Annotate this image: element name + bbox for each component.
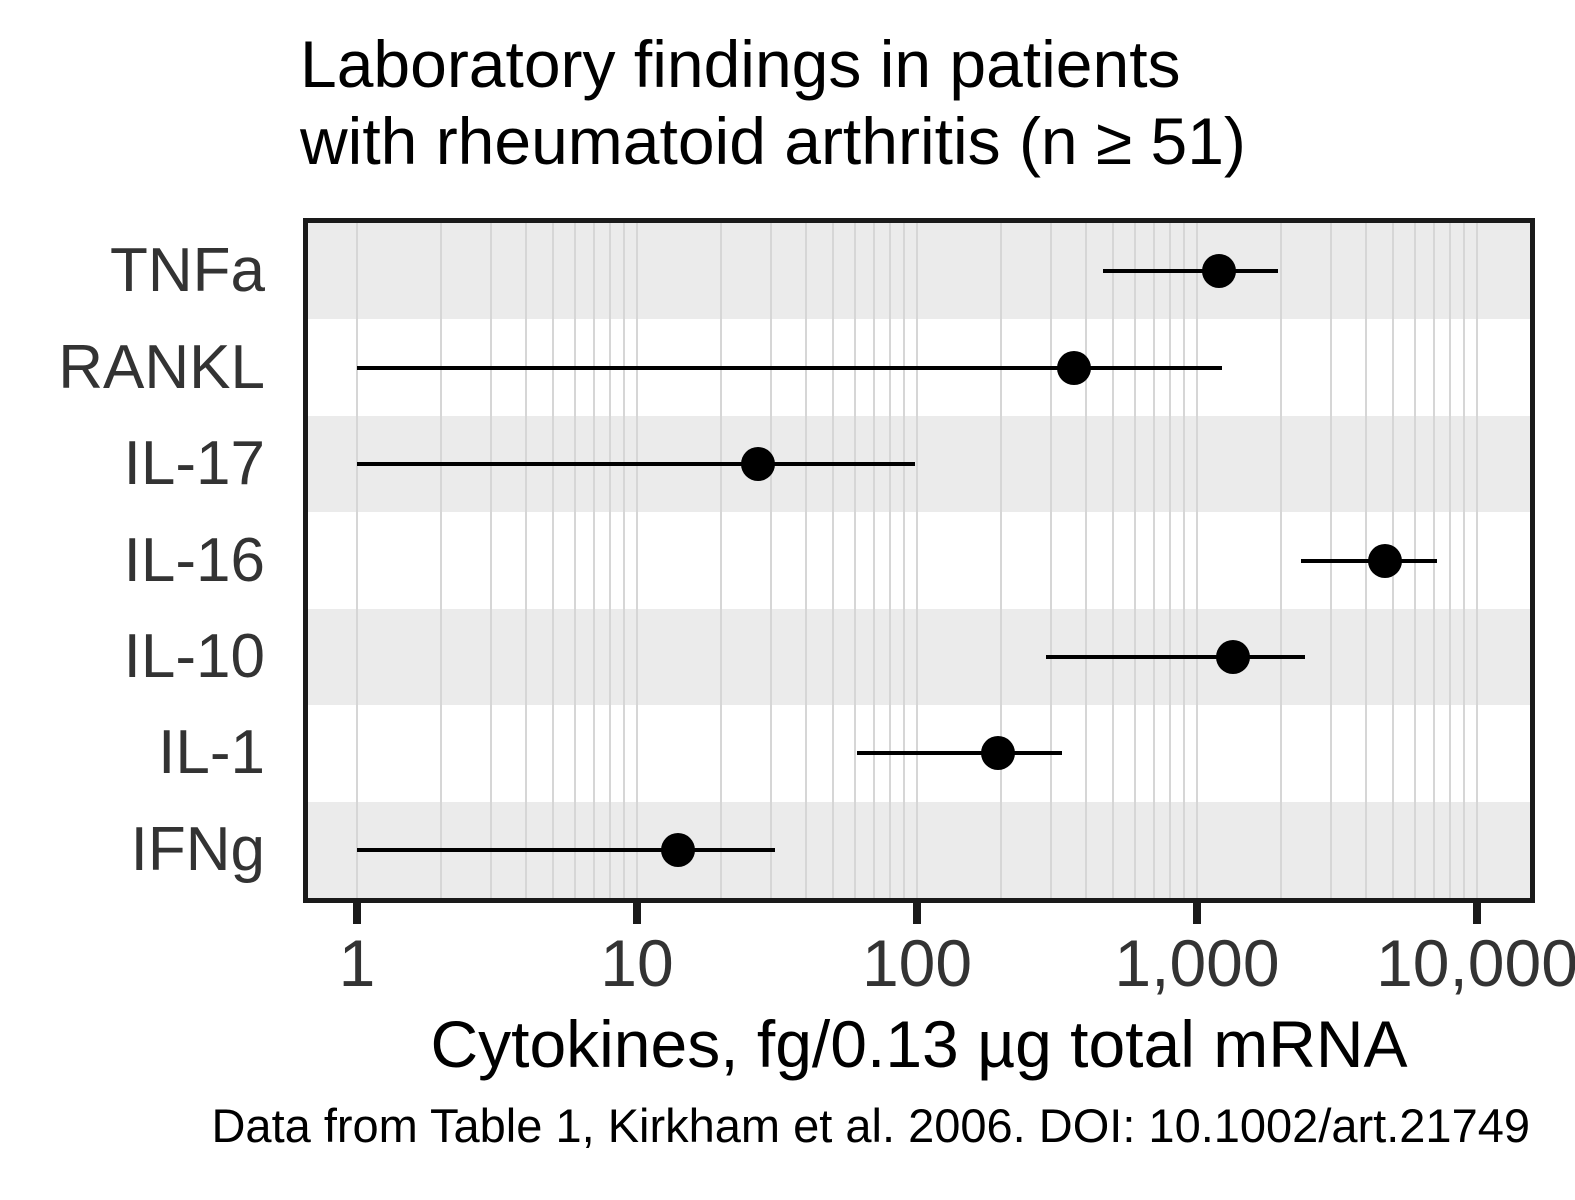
grid-line — [608, 223, 611, 898]
y-axis-label: RANKL — [58, 332, 265, 402]
y-axis-label: IL-1 — [158, 718, 265, 788]
x-tick — [633, 903, 641, 924]
grid-line — [888, 223, 891, 898]
grid-line — [592, 223, 595, 898]
grid-line — [440, 223, 443, 898]
data-point — [740, 447, 775, 482]
row-stripe — [308, 223, 1530, 320]
grid-line — [720, 223, 723, 898]
x-tick — [353, 903, 361, 924]
data-point — [1057, 350, 1092, 385]
grid-line — [831, 223, 834, 898]
y-axis-label: IL-10 — [123, 621, 265, 691]
error-bar — [1102, 269, 1279, 274]
grid-line — [1133, 223, 1136, 898]
title-line-1: Laboratory findings in patients — [300, 27, 1181, 101]
error-bar — [357, 462, 915, 467]
plot-area — [308, 223, 1530, 898]
grid-line — [489, 223, 492, 898]
grid-line — [1280, 223, 1283, 898]
x-tick — [1193, 903, 1201, 924]
error-bar — [1046, 654, 1305, 659]
grid-line — [903, 223, 906, 898]
grid-line — [916, 223, 918, 898]
grid-line — [1196, 223, 1198, 898]
x-tick — [913, 903, 921, 924]
data-point — [660, 832, 695, 867]
grid-line — [1049, 223, 1052, 898]
x-tick-label: 1,000 — [1114, 926, 1280, 1000]
x-tick-label: 10 — [600, 926, 674, 1000]
grid-line — [872, 223, 875, 898]
error-bar — [357, 365, 1223, 370]
chart-caption: Data from Table 1, Kirkham et al. 2006. … — [211, 1099, 1530, 1152]
grid-line — [1152, 223, 1155, 898]
error-bar — [357, 847, 775, 852]
x-tick-label: 1 — [338, 926, 376, 1000]
grid-line — [1448, 223, 1451, 898]
grid-line — [623, 223, 626, 898]
grid-line — [1463, 223, 1466, 898]
chart-panel — [303, 218, 1535, 903]
grid-line — [1111, 223, 1114, 898]
error-bar — [856, 751, 1063, 756]
title-line-2: with rheumatoid arthritis (n ≥ 51) — [300, 104, 1246, 178]
grid-line — [804, 223, 807, 898]
grid-line — [769, 223, 772, 898]
x-tick — [1473, 903, 1481, 924]
row-stripe — [308, 608, 1530, 706]
y-axis-labels: TNFa RANKL IL-17 IL-16 IL-10 IL-1 IFNg — [0, 0, 265, 1200]
grid-line — [1084, 223, 1087, 898]
x-axis-title: Cytokines, fg/0.13 µg total mRNA — [430, 1007, 1408, 1081]
grid-line — [356, 223, 358, 898]
x-tick-label: 10,000 — [1376, 926, 1575, 1000]
x-tick-label: 100 — [861, 926, 973, 1000]
grid-line — [524, 223, 527, 898]
page-title: Laboratory findings in patients with rhe… — [300, 26, 1500, 180]
data-point — [981, 736, 1016, 771]
grid-line — [1476, 223, 1478, 898]
grid-line — [853, 223, 856, 898]
grid-line — [551, 223, 554, 898]
grid-line — [573, 223, 576, 898]
y-axis-label: TNFa — [110, 236, 265, 306]
data-point — [1368, 543, 1403, 578]
y-axis-label: IFNg — [130, 814, 265, 884]
data-point — [1202, 254, 1237, 289]
grid-line — [636, 223, 638, 898]
grid-line — [1183, 223, 1186, 898]
data-point — [1215, 639, 1250, 674]
y-axis-label: IL-17 — [123, 429, 265, 499]
grid-line — [1000, 223, 1003, 898]
grid-line — [1168, 223, 1171, 898]
y-axis-label: IL-16 — [123, 525, 265, 595]
